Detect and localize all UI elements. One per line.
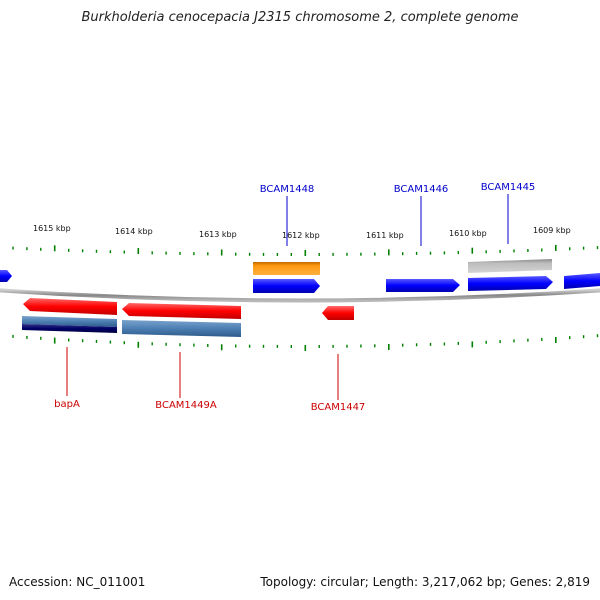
- reverse-strand-features: [22, 298, 354, 337]
- gene-label-bapa[interactable]: bapA: [54, 399, 80, 410]
- gene-label-bcam1448[interactable]: BCAM1448: [260, 184, 315, 195]
- gene-label-bcam1449a[interactable]: BCAM1449A: [155, 400, 217, 411]
- gene-bcam1445[interactable]: [468, 276, 553, 291]
- feature-orange[interactable]: [253, 262, 320, 275]
- label-leaders-top: [286, 194, 509, 246]
- gene-left-edge-forward[interactable]: [0, 270, 12, 282]
- feature-steel-2[interactable]: [122, 320, 241, 337]
- scale-label-1612: 1612 kbp: [282, 231, 320, 240]
- chromosome-backbone: [0, 288, 600, 303]
- forward-strand-features: [0, 259, 600, 293]
- gene-label-bcam1446[interactable]: BCAM1446: [394, 184, 449, 195]
- scale-label-1610: 1610 kbp: [449, 229, 487, 238]
- gene-bapa[interactable]: [23, 298, 117, 315]
- scale-label-1609: 1609 kbp: [533, 226, 571, 235]
- gene-right-edge-forward[interactable]: [564, 273, 600, 289]
- accession-text: Accession: NC_011001: [9, 575, 146, 589]
- scale-label-1613: 1613 kbp: [199, 230, 237, 239]
- scale-label-1614: 1614 kbp: [115, 227, 153, 236]
- label-leaders-bottom: [66, 347, 339, 400]
- gene-bcam1448[interactable]: [253, 279, 320, 293]
- feature-steel-1[interactable]: [22, 316, 117, 327]
- page-title: Burkholderia cenocepacia J2315 chromosom…: [81, 10, 519, 25]
- scale-label-1615: 1615 kbp: [33, 224, 71, 233]
- gene-bcam1449a[interactable]: [122, 303, 241, 319]
- genome-summary-text: Topology: circular; Length: 3,217,062 bp…: [260, 575, 590, 589]
- gene-bcam1446[interactable]: [386, 279, 460, 292]
- feature-navy-1[interactable]: [22, 324, 117, 333]
- scale-ticks-bottom: [12, 334, 599, 351]
- scale-label-1611: 1611 kbp: [366, 231, 404, 240]
- gene-label-bcam1447[interactable]: BCAM1447: [311, 402, 366, 413]
- scale-labels: 1615 kbp 1614 kbp 1613 kbp 1612 kbp 1611…: [33, 224, 571, 240]
- feature-grey[interactable]: [468, 259, 552, 273]
- scale-ticks-top: [12, 244, 599, 256]
- gene-label-bcam1445[interactable]: BCAM1445: [481, 182, 536, 193]
- gene-bcam1447[interactable]: [322, 306, 354, 320]
